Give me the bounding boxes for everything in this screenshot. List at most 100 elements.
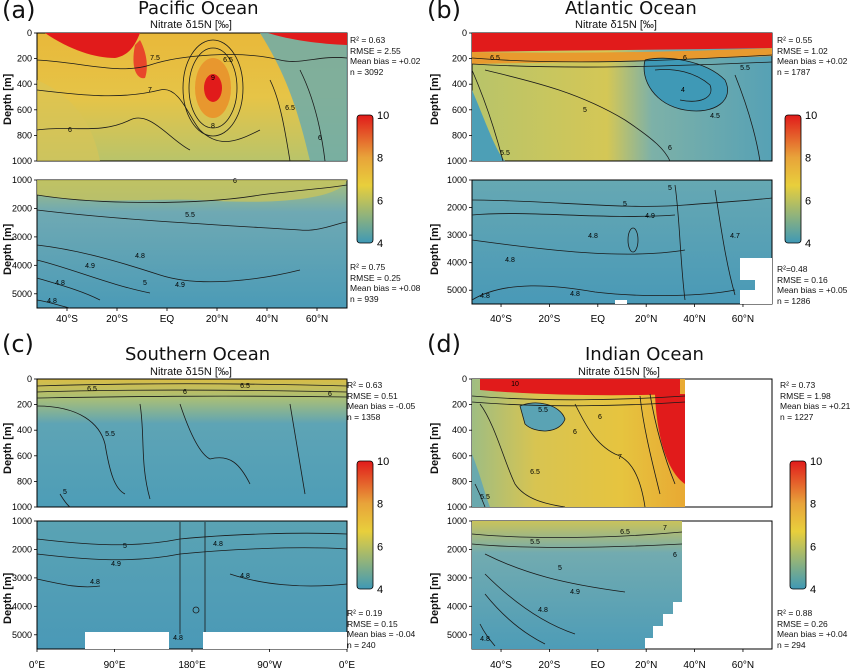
stats-lower: R² = 0.19 RMSE = 0.15 Mean bias = -0.04 n …: [347, 608, 416, 650]
contour-label: 4.8: [173, 635, 183, 642]
y-tick-label: 600: [17, 451, 32, 461]
x-tick-label: 40°S: [490, 314, 512, 325]
y-tick-label: 600: [452, 105, 467, 115]
panel-subtitle: Nitrate δ15N [‰]: [575, 19, 657, 31]
panel-title: Atlantic Ocean: [565, 0, 697, 19]
stats-upper: R² = 0.63 RMSE = 0.51 Mean bias = -0.05 n …: [347, 380, 416, 422]
contour-label: 4.8: [135, 253, 145, 260]
y-tick-label: 400: [452, 425, 467, 435]
y-tick-label: 4000: [12, 260, 32, 270]
contour-label: 7.5: [150, 55, 160, 62]
contour-label: 4.8: [55, 280, 65, 287]
contour-label: 6: [233, 178, 237, 185]
colorbar-tick-label: 10: [810, 456, 822, 468]
colorbar-tick-label: 8: [810, 499, 816, 511]
y-tick-label: 0: [27, 28, 32, 38]
y-tick-label: 600: [17, 105, 32, 115]
x-tick-label: 60°N: [732, 660, 754, 668]
y-tick-label: 3000: [447, 230, 467, 240]
contour-label: 5.5: [185, 212, 195, 219]
contour-label: 4.7: [730, 233, 740, 240]
contour-label: 6.5: [490, 55, 500, 62]
contour-label: 4.9: [111, 561, 121, 568]
x-tick-label: 0°E: [29, 660, 46, 668]
contour-label: 5: [668, 185, 672, 192]
panel-title: Pacific Ocean: [138, 0, 259, 19]
contour-label: 6.5: [285, 105, 295, 112]
contour-label: 5: [623, 201, 627, 208]
y-tick-label: 3000: [12, 573, 32, 583]
y-tick-label: 200: [452, 400, 467, 410]
x-tick-label: 180°E: [178, 660, 206, 668]
stats-lower: R²=0.48 RMSE = 0.16 Mean bias = +0.05 n = …: [777, 264, 848, 306]
pacific-plot: 0 200 400 600 800 1000 1000 2000 3000 4000 5000 40°…: [12, 28, 389, 325]
x-tick-label: 20°N: [635, 314, 657, 325]
contour-label: 6: [68, 127, 72, 134]
contour-label: 4.9: [645, 213, 655, 220]
x-tick-label: 40°S: [490, 660, 512, 668]
contour-label: 6: [328, 391, 332, 398]
contour-label: 6: [598, 414, 602, 421]
y-tick-label: 400: [17, 425, 32, 435]
y-tick-label: 2000: [12, 203, 32, 213]
contour-label: 6: [668, 145, 672, 152]
colorbar: [356, 114, 374, 244]
contour-label: 4.5: [710, 113, 720, 120]
indian-plot: 0 200 400 600 800 1000 1000 2000 3000 4000 5000 40°…: [447, 374, 822, 668]
y-tick-label: 2000: [447, 544, 467, 554]
colorbar-tick-label: 6: [805, 195, 811, 207]
contour-label: 6.5: [87, 386, 97, 393]
x-tick-label: 90°W: [257, 660, 282, 668]
x-tick-label: 40°N: [683, 660, 705, 668]
contour-label: 5: [123, 543, 127, 550]
contour-label: 6.5: [240, 383, 250, 390]
contour-label: 5.5: [538, 407, 548, 414]
contour-label: 4.8: [240, 573, 250, 580]
y-tick-label: 3000: [12, 232, 32, 242]
colorbar: [789, 460, 807, 590]
y-tick-label: 4000: [447, 601, 467, 611]
x-tick-label: 40°S: [56, 314, 78, 325]
contour-label: 7: [663, 525, 667, 532]
panel-title: Indian Ocean: [585, 344, 704, 365]
colorbar-tick-label: 10: [377, 456, 389, 468]
contour-label: 5: [583, 107, 587, 114]
contour-label: 4.8: [505, 257, 515, 264]
contour-label: 6: [573, 429, 577, 436]
y-tick-label: 200: [17, 54, 32, 64]
contour-label: 6.5: [620, 529, 630, 536]
y-tick-label: 1000: [447, 175, 467, 185]
contour-label: 5: [558, 565, 562, 572]
colorbar: [356, 460, 374, 590]
contour-label: 4.8: [47, 298, 57, 305]
contour-label: 5.5: [480, 494, 490, 501]
colorbar-tick-label: 6: [377, 195, 383, 207]
contour-label: 5.5: [500, 150, 510, 157]
stats-upper: R² = 0.55 RMSE = 1.02 Mean bias = +0.02 n …: [777, 35, 848, 77]
contour-label: 4: [681, 87, 685, 94]
contour-label: 5.5: [740, 65, 750, 72]
colorbar-tick-label: 4: [805, 238, 811, 250]
y-tick-label: 1000: [447, 516, 467, 526]
x-tick-label: 20°S: [539, 314, 561, 325]
contour-label: 6: [673, 552, 677, 559]
y-tick-label: 600: [452, 451, 467, 461]
contour-label: 6.5: [530, 469, 540, 476]
x-tick-label: EQ: [591, 660, 606, 668]
y-tick-label: 800: [17, 130, 32, 140]
x-tick-label: EQ: [591, 314, 606, 325]
y-tick-label: 2000: [12, 544, 32, 554]
lower-plot-area: [36, 520, 348, 650]
contour-label: 4.8: [213, 541, 223, 548]
y-tick-label: 200: [452, 54, 467, 64]
contour-label: 7: [148, 87, 152, 94]
panel-letter: (c): [2, 330, 34, 358]
y-tick-label: 400: [452, 79, 467, 89]
atlantic-plot: 0 200 400 600 800 1000 1000 2000 3000 4000 5000 40°…: [447, 28, 817, 325]
y-tick-label: 2000: [447, 203, 467, 213]
x-tick-label: 40°N: [683, 314, 705, 325]
contour-label: 6.5: [223, 57, 233, 64]
colorbar-tick-label: 4: [377, 238, 383, 250]
y-tick-label: 1000: [12, 502, 32, 512]
contour-label: 5.5: [530, 539, 540, 546]
